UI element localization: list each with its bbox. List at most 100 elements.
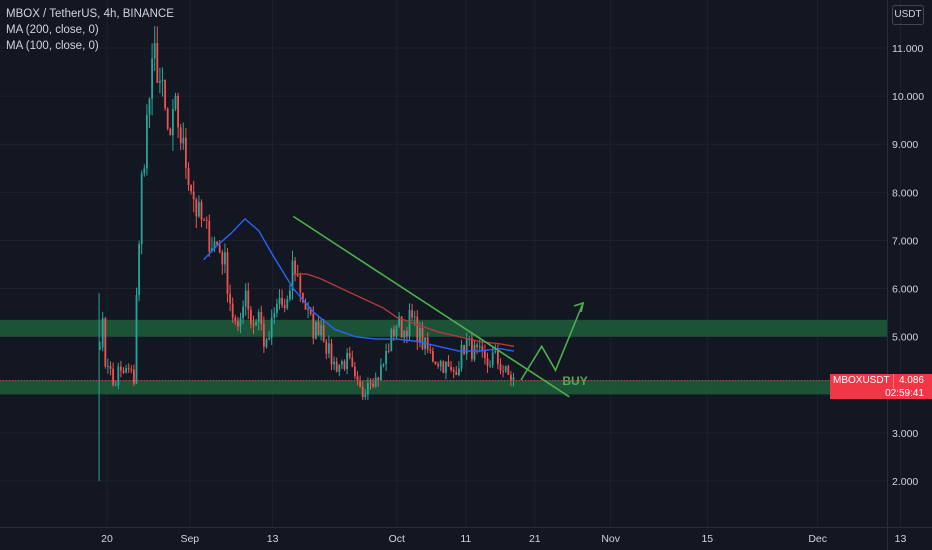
candle-body	[153, 43, 156, 59]
candle-body	[494, 351, 497, 353]
price-tag-countdown: 02:59:41	[885, 387, 924, 399]
y-tick-label: 10.000	[892, 91, 924, 103]
candle-body	[502, 370, 504, 372]
candle-body	[369, 383, 372, 385]
y-tick-label: 9.000	[892, 139, 918, 151]
candle-body	[476, 344, 478, 347]
candle-body	[294, 260, 296, 275]
candle-body	[276, 303, 278, 314]
candle-body	[416, 316, 419, 343]
candle-body	[406, 330, 408, 337]
candle-body	[393, 329, 395, 337]
candle-body	[239, 317, 242, 327]
candle-body	[471, 338, 473, 360]
candle-body	[302, 292, 304, 303]
candle-body	[133, 369, 135, 384]
candle-body	[234, 317, 237, 322]
candle-body	[166, 108, 169, 129]
candle-body	[182, 137, 185, 144]
candle-body	[101, 318, 104, 348]
candle-body	[403, 330, 406, 338]
price-tag-value: 4.086	[898, 374, 924, 386]
candle-body	[296, 274, 299, 276]
candle-body	[208, 220, 211, 252]
candle-body	[359, 380, 361, 387]
candle-body	[187, 167, 190, 186]
candle-body	[315, 322, 317, 339]
candle-body	[512, 377, 515, 381]
candle-body	[268, 337, 270, 340]
legend-ma100[interactable]: MA (100, close, 0)	[6, 40, 99, 52]
candle-body	[361, 386, 364, 398]
candle-body	[484, 350, 486, 359]
candle-body	[283, 305, 286, 309]
candle-body	[260, 312, 263, 324]
x-tick-label: Oct	[389, 533, 405, 545]
candle-body	[510, 374, 512, 381]
candle-body	[346, 353, 348, 370]
projection-path[interactable]	[520, 302, 584, 381]
candle-body	[146, 114, 148, 169]
candle-body	[489, 365, 491, 367]
candle-body	[421, 328, 424, 349]
candle-body	[486, 358, 489, 366]
legend-ma200[interactable]: MA (200, close, 0)	[6, 24, 99, 36]
candle-body	[351, 357, 354, 367]
candle-body	[322, 325, 325, 342]
candle-body	[377, 377, 380, 381]
candle-body	[286, 299, 289, 309]
candle-body	[481, 346, 484, 351]
ma100-line	[203, 217, 515, 352]
candle-body	[140, 173, 143, 244]
candle-body	[265, 339, 268, 347]
candle-body	[312, 314, 315, 339]
descending-trendline[interactable]	[292, 215, 570, 398]
candle-body	[164, 79, 166, 109]
candle-body	[333, 361, 335, 365]
candle-body	[244, 290, 247, 307]
candle-body	[281, 297, 283, 306]
candle-body	[445, 361, 447, 373]
candle-body	[263, 323, 265, 347]
candle-body	[174, 95, 177, 109]
candle-body	[278, 297, 281, 304]
candle-body	[242, 306, 244, 318]
candle-body	[398, 316, 400, 326]
candle-body	[218, 244, 221, 253]
candle-body	[380, 365, 382, 381]
candle-body	[130, 369, 133, 371]
ma200-line	[293, 273, 515, 347]
candle-body	[419, 328, 421, 343]
candle-body	[450, 366, 452, 370]
candle-body	[226, 252, 229, 294]
y-tick-label: 2.000	[892, 476, 918, 488]
candle-body	[231, 303, 234, 318]
buy-annotation[interactable]: BUY	[562, 374, 587, 388]
candle-body	[367, 383, 369, 395]
candle-body	[252, 323, 255, 326]
projection-arrowhead	[573, 301, 585, 313]
candle-body	[458, 368, 460, 376]
x-tick-label: 21	[529, 533, 541, 545]
candle-body	[335, 361, 338, 372]
candle-body	[317, 322, 320, 336]
y-tick-label: 11.000	[892, 43, 923, 55]
candle-body	[452, 369, 455, 372]
candle-body	[320, 325, 322, 336]
resistance-zone	[0, 319, 887, 337]
x-tick-label: 13	[267, 533, 279, 545]
candle-body	[229, 293, 231, 304]
candle-body	[203, 219, 205, 221]
candle-body	[127, 368, 130, 370]
candle-body	[473, 344, 476, 360]
candle-body	[270, 317, 273, 338]
candle-body	[442, 361, 445, 373]
candle-body	[177, 95, 179, 128]
candle-body	[255, 322, 257, 326]
currency-button[interactable]: USDT	[892, 5, 924, 25]
candle-body	[125, 368, 127, 373]
candle-body	[439, 361, 442, 367]
candle-body	[400, 316, 403, 338]
candle-body	[387, 350, 390, 352]
